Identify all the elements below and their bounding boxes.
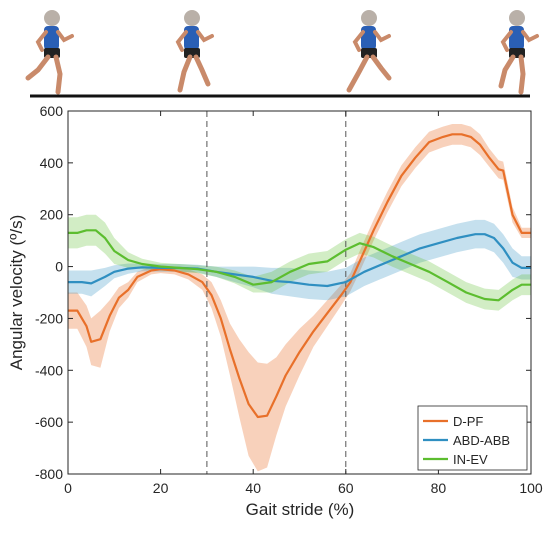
y-tick-label: 200: [40, 207, 64, 223]
legend-label: IN-EV: [453, 452, 488, 467]
y-axis-label: Angular velocity (º/s): [7, 215, 26, 370]
y-tick-label: -400: [35, 362, 63, 378]
d-pf-line: [68, 133, 531, 419]
x-tick-label: 80: [431, 480, 447, 496]
running-person-icon: [498, 10, 539, 95]
confidence-bands: [68, 124, 531, 472]
d-pf-band: [68, 124, 531, 472]
abd-abb-band: [68, 219, 531, 301]
axis-ticks: 0 20 40 60 80 100 -800 -600 -400 -200 0 200 400 600: [35, 103, 543, 496]
series-lines: [68, 133, 531, 419]
x-tick-label: 40: [245, 480, 261, 496]
x-tick-label: 0: [64, 480, 72, 496]
y-tick-label: 600: [40, 103, 64, 119]
plot-area: 0 20 40 60 80 100 -800 -600 -400 -200 0 200 400 600: [35, 103, 543, 496]
legend-label: ABD-ABB: [453, 433, 510, 448]
runner-strip: [25, 10, 539, 95]
y-tick-label: -800: [35, 466, 63, 482]
x-axis-label: Gait stride (%): [246, 500, 355, 519]
y-tick-label: -600: [35, 414, 63, 430]
x-tick-label: 100: [519, 480, 543, 496]
in-ev-band: [68, 214, 531, 311]
running-person-icon: [25, 10, 74, 95]
x-tick-label: 20: [153, 480, 169, 496]
running-person-icon: [175, 10, 214, 93]
reference-lines: [206, 111, 347, 474]
y-tick-label: 0: [55, 259, 63, 275]
abd-abb-line: [68, 233, 531, 288]
x-tick-label: 60: [338, 480, 354, 496]
axes-box: [67, 110, 532, 475]
y-tick-label: 400: [40, 155, 64, 171]
y-tick-label: -200: [35, 310, 63, 326]
in-ev-line: [68, 229, 531, 302]
legend: D-PF ABD-ABB IN-EV: [417, 405, 528, 471]
legend-label: D-PF: [453, 414, 483, 429]
running-person-icon: [346, 10, 392, 93]
